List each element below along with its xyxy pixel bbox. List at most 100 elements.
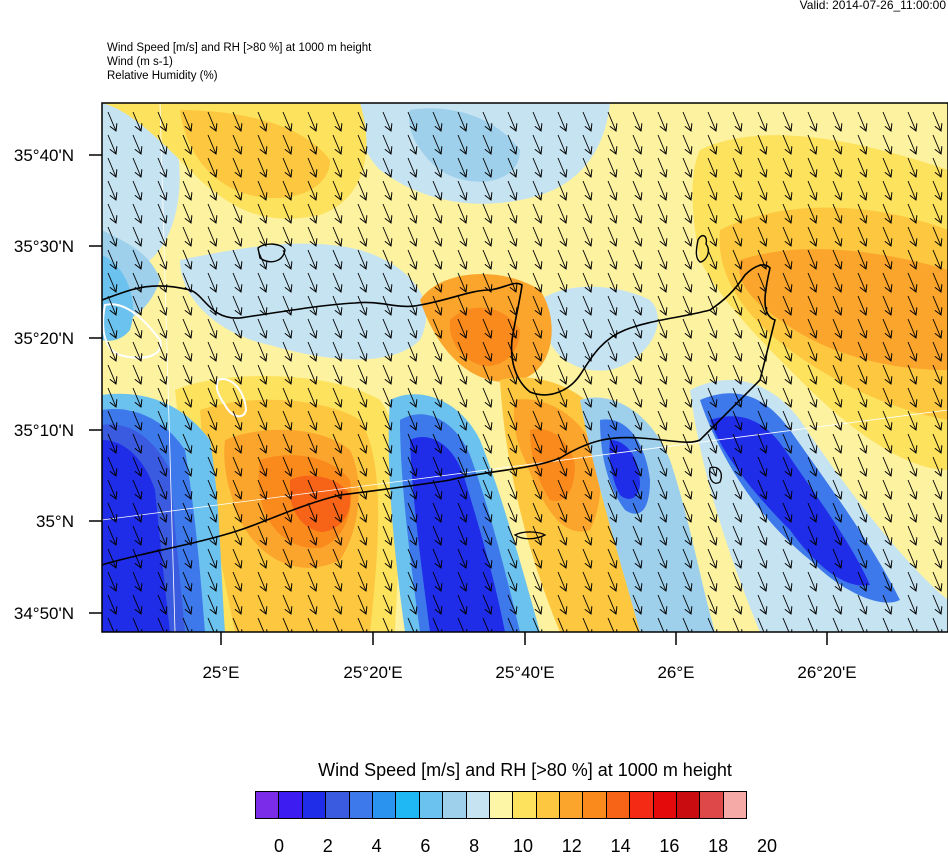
wind-arrow [657, 502, 666, 522]
wind-arrow [107, 433, 116, 453]
wind-arrow [832, 180, 841, 200]
wind-arrow [207, 479, 216, 499]
wind-arrow [532, 249, 541, 269]
wind-arrow [582, 479, 591, 499]
wind-arrow [457, 272, 466, 292]
wind-arrow [207, 617, 216, 632]
wind-arrow [357, 502, 366, 522]
wind-arrow [357, 226, 366, 246]
wind-arrow [857, 134, 866, 154]
longitude-labels: 25°E 25°20'E 25°40'E 26°E 26°20'E [202, 663, 856, 682]
wind-arrow [632, 295, 641, 315]
wind-arrow [207, 295, 216, 315]
lat-label-35-10: 35°10'N [14, 421, 74, 440]
wind-arrow [607, 272, 616, 292]
wind-arrow [932, 157, 941, 177]
wind-arrow [832, 295, 841, 315]
wind-arrow [307, 617, 316, 632]
wind-arrow [232, 341, 241, 361]
legend-tick-label: 12 [561, 836, 582, 856]
wind-arrow [807, 157, 816, 177]
wind-arrow [357, 364, 366, 384]
wind-speed-map: 35°40'N 35°30'N 35°20'N 35°10'N 35°N 34°… [14, 102, 948, 682]
wind-arrow [732, 410, 741, 430]
wind-arrow [557, 203, 566, 223]
wind-arrow [407, 226, 416, 246]
wind-arrow [682, 341, 691, 361]
wind-arrow [307, 594, 316, 614]
wind-arrow [657, 226, 666, 246]
wind-arrow [632, 341, 641, 361]
wind-arrow [257, 387, 266, 407]
legend-swatch [325, 791, 350, 819]
wind-arrow [532, 502, 541, 522]
wind-arrow [332, 111, 341, 131]
wind-arrow [357, 617, 366, 632]
wind-arrow [582, 272, 591, 292]
wind-arrow [757, 157, 766, 177]
wind-arrow [832, 617, 841, 632]
wind-arrow [507, 157, 516, 177]
wind-arrow [157, 364, 166, 384]
wind-arrow [257, 548, 266, 568]
wind-arrow [357, 249, 366, 269]
legend-tick-label: 16 [659, 836, 680, 856]
wind-arrow [732, 180, 741, 200]
wind-arrow [632, 318, 641, 338]
wind-arrow [507, 548, 516, 568]
valid-time: Valid: 2014-07-26_11:00:00 [799, 0, 946, 12]
wind-arrow [607, 134, 616, 154]
wind-arrow [532, 364, 541, 384]
wind-arrow [357, 203, 366, 223]
wind-arrow [657, 272, 666, 292]
wind-arrow [482, 341, 491, 361]
wind-arrow [457, 525, 466, 545]
wind-arrow [932, 479, 941, 499]
wind-arrow [632, 249, 641, 269]
wind-arrow [807, 525, 816, 545]
wind-arrow [857, 318, 866, 338]
wind-arrow [507, 594, 516, 614]
wind-arrow [182, 387, 191, 407]
legend-swatch [371, 791, 397, 819]
wind-arrow [282, 111, 291, 131]
wind-arrow [107, 364, 116, 384]
wind-arrow [757, 180, 766, 200]
wind-arrow [807, 387, 816, 407]
wind-arrow [807, 548, 816, 568]
wind-arrow [382, 548, 391, 568]
wind-arrow [607, 111, 616, 131]
wind-arrow [407, 341, 416, 361]
wind-arrow [932, 387, 941, 407]
wind-arrow [157, 594, 166, 614]
wind-arrow [757, 341, 766, 361]
wind-arrow [257, 111, 266, 131]
wind-arrow [132, 249, 141, 269]
wind-arrow [482, 157, 491, 177]
wind-arrow [757, 134, 766, 154]
wind-arrow [232, 364, 241, 384]
wind-arrow [507, 571, 516, 591]
wind-arrow [432, 226, 441, 246]
wind-arrow [907, 226, 916, 246]
wind-arrow [682, 295, 691, 315]
wind-arrow [757, 226, 766, 246]
wind-arrow [732, 249, 741, 269]
wind-arrow [907, 272, 916, 292]
wind-arrow [282, 594, 291, 614]
wind-arrow [682, 548, 691, 568]
wind-arrow [207, 203, 216, 223]
wind-arrow [757, 433, 766, 453]
wind-arrow [682, 226, 691, 246]
wind-arrow [257, 180, 266, 200]
wind-arrow [782, 479, 791, 499]
wind-arrow [132, 548, 141, 568]
wind-arrow [907, 318, 916, 338]
wind-arrow [607, 364, 616, 384]
wind-arrow [257, 571, 266, 591]
wind-arrow [932, 341, 941, 361]
wind-arrow [557, 318, 566, 338]
wind-arrow [207, 456, 216, 476]
wind-arrow [432, 249, 441, 269]
wind-arrow [232, 226, 241, 246]
